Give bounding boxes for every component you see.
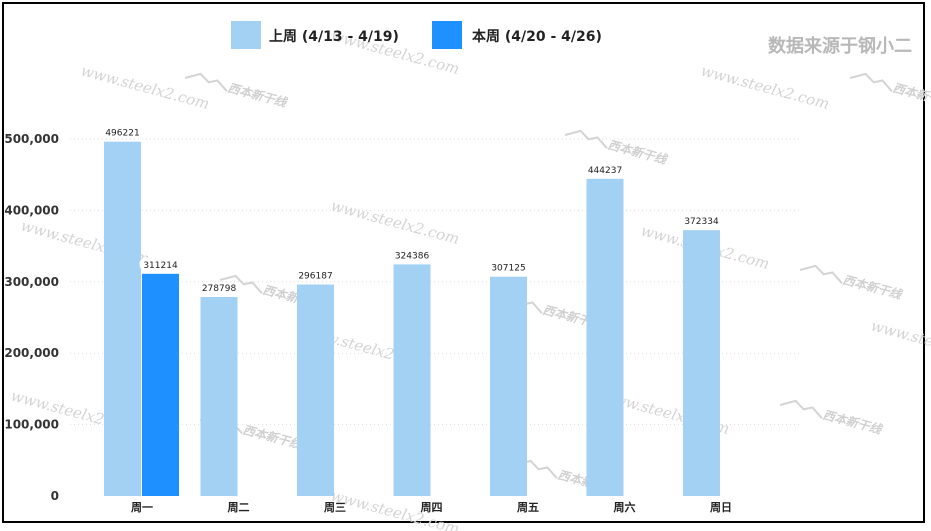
y-tick-label: 100,000 [4, 418, 59, 432]
y-tick-label: 200,000 [4, 346, 59, 360]
x-category-label: 周六 [614, 500, 636, 514]
watermark-url: www.steelx2.com [699, 61, 831, 113]
value-label-bg [139, 257, 182, 271]
bar-value-label: 444237 [588, 166, 622, 176]
legend[interactable]: 上周 (4/13 - 4/19) 本周 (4/20 - 4/26) [231, 21, 602, 49]
source-note: 数据来源于钢小二 [768, 35, 912, 57]
bars-layer [104, 141, 720, 497]
watermark-url: www.steelx2.com [79, 61, 211, 113]
y-tick-label: 500,000 [4, 132, 59, 146]
y-tick-label: 400,000 [4, 203, 59, 217]
bar-value-label: 311214 [143, 261, 178, 271]
x-category-label: 周三 [324, 501, 346, 514]
bar-last-week[interactable] [200, 296, 238, 496]
legend-label-this-week[interactable]: 本周 (4/20 - 4/26) [472, 28, 602, 45]
legend-swatch-this-week[interactable] [432, 21, 462, 49]
x-category-label: 周五 [517, 501, 539, 514]
bar-last-week[interactable] [393, 264, 431, 496]
bar-value-label: 496221 [105, 129, 139, 139]
svg-text:西本新干线: 西本新干线 [841, 273, 905, 303]
watermark-logo: 西本新干线 [799, 264, 905, 303]
watermark-logo: 西本新干线 [564, 129, 670, 168]
bar-value-label: 324386 [395, 251, 430, 261]
value-labels: 496221 278798 296187 324386 307125 444237 3723… [105, 129, 719, 294]
svg-text:西本新干线: 西本新干线 [606, 138, 670, 168]
bar-value-label: 372334 [684, 217, 719, 227]
x-category-label: 周二 [228, 501, 250, 514]
watermark-logo: 西本新干线 [849, 72, 931, 111]
svg-text:西本新干线: 西本新干线 [241, 423, 305, 453]
bar-last-week[interactable] [490, 276, 527, 496]
bar-value-label: 278798 [202, 284, 237, 294]
x-category-label: 周四 [421, 501, 443, 514]
bar-value-label: 307125 [491, 264, 525, 274]
x-axis-labels: 周一 周二 周三 周四 周五 周六 周日 [131, 500, 732, 514]
x-category-label: 周日 [710, 501, 732, 514]
y-tick-label: 0 [51, 489, 59, 503]
gridlines [70, 138, 800, 426]
bar-this-week[interactable] [142, 273, 179, 496]
legend-label-last-week[interactable]: 上周 (4/13 - 4/19) [269, 29, 399, 45]
bar-value-label: 296187 [298, 272, 332, 282]
watermark-url: www.steelx2.com [329, 196, 461, 248]
bar-last-week[interactable] [586, 178, 624, 496]
watermark-logo: 西本新干线 [779, 399, 885, 438]
x-category-label: 周一 [131, 501, 153, 514]
svg-text:西本新干线: 西本新干线 [891, 81, 931, 111]
bar-last-week[interactable] [683, 230, 720, 497]
bar-last-week[interactable] [104, 141, 141, 496]
watermark-url: www.steelx2.com [869, 316, 931, 368]
y-axis-labels: 0 100,000 200,000 300,000 400,000 500,000 [4, 132, 59, 503]
legend-swatch-last-week[interactable] [231, 21, 261, 49]
svg-text:西本新干线: 西本新干线 [226, 81, 290, 111]
y-tick-label: 300,000 [4, 275, 59, 289]
svg-text:西本新干线: 西本新干线 [821, 408, 885, 438]
bar-last-week[interactable] [297, 284, 334, 496]
